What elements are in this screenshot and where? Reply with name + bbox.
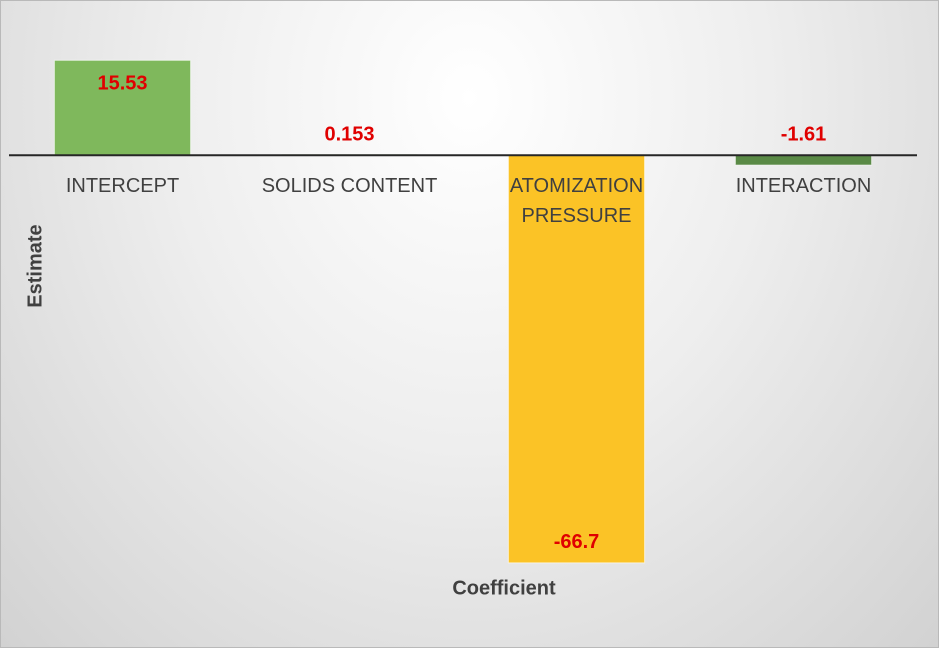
y-axis-title: Estimate <box>24 224 46 307</box>
value-label: -66.7 <box>554 531 600 553</box>
bar <box>507 154 646 564</box>
x-tick-label: INTERACTION <box>735 175 872 198</box>
value-label: 0.153 <box>324 124 374 146</box>
x-tick-label: INTERCEPT <box>65 175 180 198</box>
x-tick-label: SOLIDS CONTENT <box>261 175 438 198</box>
bar <box>53 59 192 156</box>
value-label: 15.53 <box>97 73 147 95</box>
x-tick-label: ATOMIZATION PRESSURE <box>509 175 644 228</box>
bar <box>734 154 873 166</box>
value-label: -1.61 <box>781 124 827 146</box>
x-axis-title: Coefficient <box>452 577 556 599</box>
